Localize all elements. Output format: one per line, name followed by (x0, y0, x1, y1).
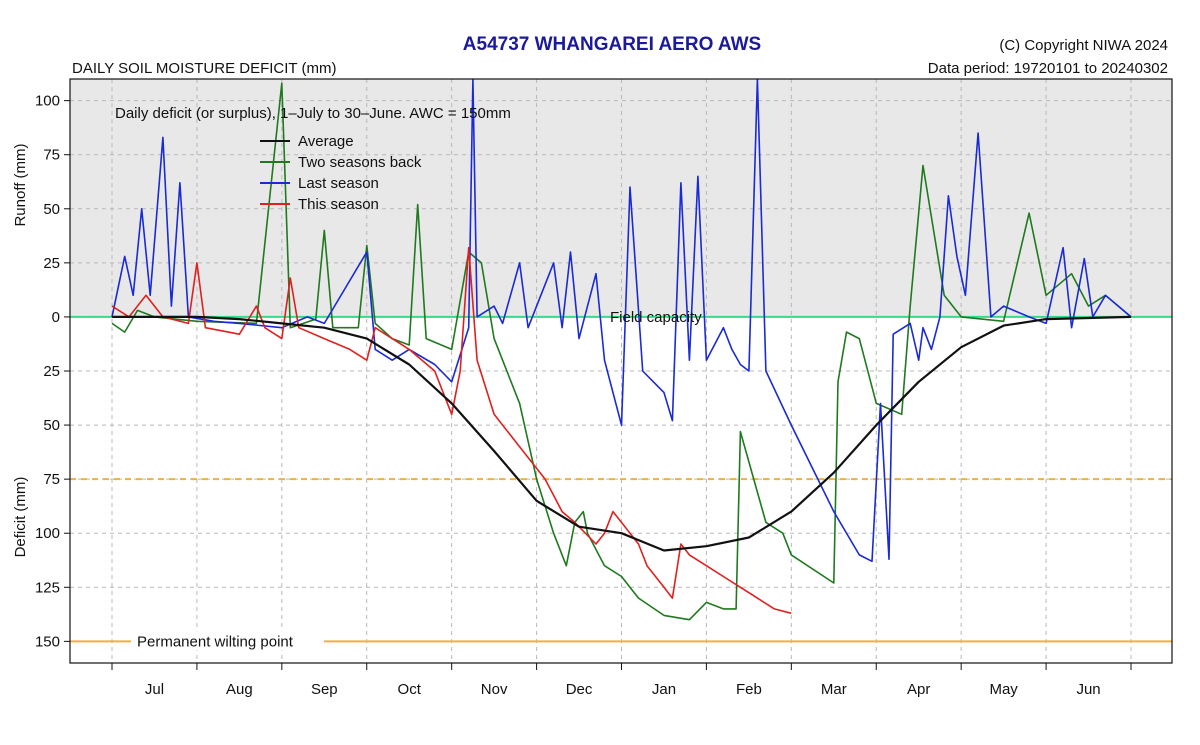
y-tick-label: 75 (43, 471, 60, 488)
wilting-point-label: Permanent wilting point (137, 633, 294, 650)
y-tick-label: 100 (35, 525, 60, 542)
x-tick-label: Dec (566, 681, 593, 698)
y-tick-label: 100 (35, 93, 60, 110)
x-tick-label: Apr (907, 681, 930, 698)
field-capacity-label: Field capacity (610, 309, 702, 326)
y-axis-label-deficit: Deficit (mm) (12, 477, 29, 558)
y-tick-label: 50 (43, 417, 60, 434)
series-line-this-season (111, 246, 792, 615)
chart-title: A54737 WHANGAREI AERO AWS (463, 34, 761, 55)
y-tick-label: 125 (35, 579, 60, 596)
y-tick-label: 25 (43, 255, 60, 272)
data-period-text: Data period: 19720101 to 20240302 (928, 60, 1168, 77)
label-bg (131, 631, 324, 651)
plot-frame (69, 78, 1173, 664)
annotation-text: Daily deficit (or surplus), 1–July to 30… (115, 105, 511, 122)
y-tick-label: 150 (35, 633, 60, 650)
x-tick-label: May (989, 681, 1018, 698)
legend-label: Average (298, 133, 354, 150)
y-tick-label: 75 (43, 147, 60, 164)
y-tick-label: 50 (43, 201, 60, 218)
y-axis-label-runoff: Runoff (mm) (12, 143, 29, 226)
x-tick-label: Aug (226, 681, 253, 698)
series-group (111, 79, 1132, 621)
copyright-text: (C) Copyright NIWA 2024 (999, 37, 1168, 54)
x-tick-label: Oct (398, 681, 422, 698)
x-tick-label: Jun (1076, 681, 1100, 698)
y-tick-label: 0 (52, 309, 60, 326)
series-line-average (112, 315, 1132, 552)
series-line-two-seasons-back (111, 82, 1132, 621)
x-tick-label: Mar (821, 681, 847, 698)
x-tick-label: Sep (311, 681, 338, 698)
series-line-last-season (111, 79, 1132, 563)
x-tick-label: Jan (652, 681, 676, 698)
chart-subtitle: DAILY SOIL MOISTURE DEFICIT (mm) (72, 60, 336, 77)
legend-label: Last season (298, 175, 379, 192)
x-tick-label: Jul (145, 681, 164, 698)
x-tick-label: Nov (481, 681, 508, 698)
plot-area: 100 75 50 25 0 25 50 75 100 125 150 Jul Aug Sep Oct Nov… (35, 78, 1173, 698)
legend-label: This season (298, 196, 379, 213)
y-tick-label: 25 (43, 363, 60, 380)
legend-label: Two seasons back (298, 154, 422, 171)
x-tick-label: Feb (736, 681, 762, 698)
